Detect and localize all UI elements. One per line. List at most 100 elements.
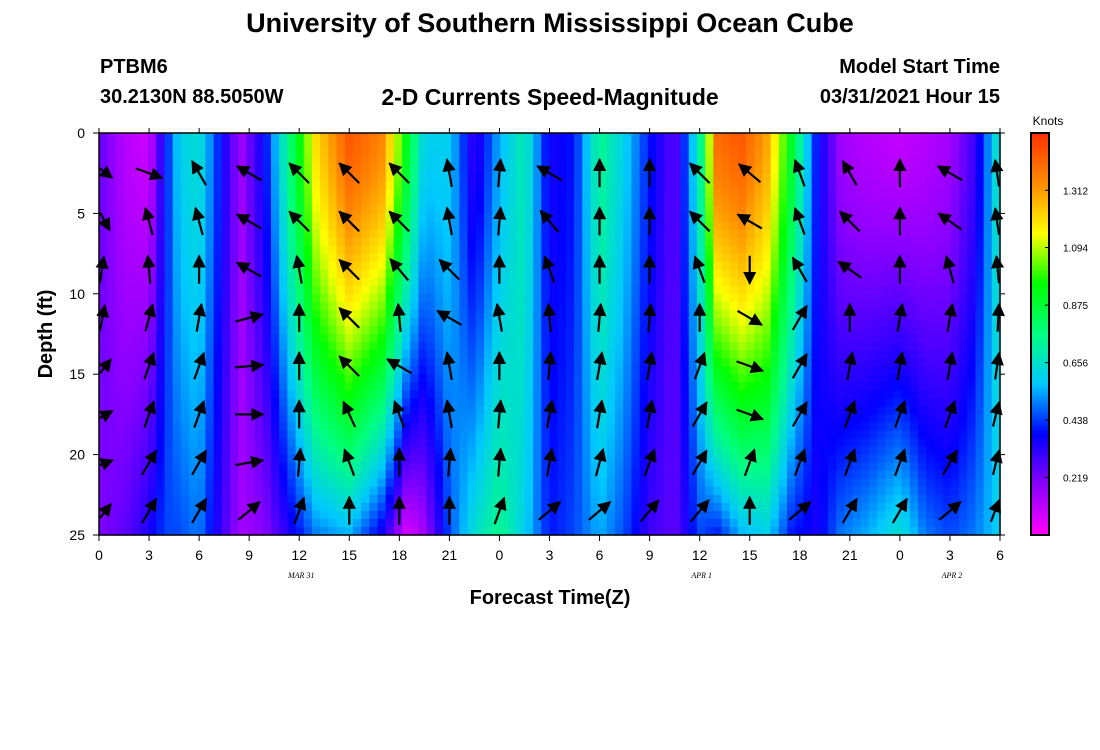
heatmap-cell: [221, 165, 231, 174]
heatmap-cell: [655, 398, 665, 407]
heatmap-cell: [737, 221, 747, 231]
heatmap-cell: [811, 414, 821, 424]
heatmap-cell: [107, 390, 116, 399]
heatmap-cell: [434, 438, 444, 448]
heatmap-cell: [385, 141, 395, 150]
heatmap-cell: [680, 366, 690, 375]
heatmap-cell: [533, 189, 542, 198]
heatmap-cell: [655, 285, 665, 295]
heatmap-cell: [549, 510, 559, 520]
heatmap-cell: [254, 261, 264, 271]
heatmap-cell: [434, 221, 444, 231]
heatmap-cell: [549, 366, 559, 375]
heatmap-cell: [377, 502, 387, 512]
heatmap-cell: [795, 414, 805, 424]
heatmap-cell: [99, 446, 108, 456]
heatmap-cell: [369, 526, 379, 536]
heatmap-cell: [426, 454, 436, 464]
heatmap-cell: [369, 133, 379, 142]
heatmap-cell: [598, 382, 608, 391]
heatmap-cell: [639, 213, 649, 223]
heatmap-cell: [631, 446, 641, 456]
heatmap-cell: [328, 366, 338, 375]
heatmap-cell: [688, 454, 698, 464]
heatmap-cell: [852, 133, 862, 142]
heatmap-cell: [696, 141, 706, 150]
heatmap-cell: [246, 253, 256, 263]
heatmap-cell: [361, 374, 370, 383]
heatmap-cell: [737, 173, 747, 182]
heatmap-cell: [524, 462, 534, 472]
heatmap-cell: [549, 422, 559, 432]
heatmap-cell: [844, 510, 854, 520]
heatmap-cell: [590, 430, 600, 440]
heatmap-cell: [746, 237, 755, 247]
heatmap-cell: [303, 502, 313, 512]
heatmap-cell: [852, 141, 862, 150]
heatmap-cell: [877, 358, 886, 367]
heatmap-cell: [475, 293, 485, 303]
heatmap-cell: [795, 189, 805, 198]
heatmap-cell: [877, 141, 886, 150]
heatmap-cell: [320, 478, 329, 488]
heatmap-cell: [516, 366, 526, 375]
heatmap-cell: [393, 141, 403, 150]
heatmap-cell: [729, 518, 739, 528]
heatmap-cell: [909, 334, 919, 343]
heatmap-cell: [565, 309, 575, 319]
heatmap-cell: [328, 422, 338, 432]
heatmap-cell: [533, 430, 542, 440]
heatmap-cell: [655, 494, 665, 504]
heatmap-cell: [852, 382, 862, 391]
heatmap-cell: [443, 510, 452, 520]
heatmap-cell: [246, 526, 256, 536]
heatmap-cell: [557, 358, 567, 367]
heatmap-cell: [246, 269, 256, 279]
heatmap-cell: [172, 325, 182, 335]
heatmap-cell: [901, 141, 911, 150]
heatmap-cell: [189, 301, 198, 311]
heatmap-cell: [762, 269, 772, 279]
heatmap-cell: [754, 213, 764, 223]
heatmap-cell: [860, 510, 870, 520]
heatmap-cell: [459, 382, 469, 391]
heatmap-cell: [131, 358, 141, 367]
heatmap-cell: [287, 438, 297, 448]
heatmap-cell: [803, 374, 813, 383]
heatmap-cell: [483, 462, 493, 472]
heatmap-cell: [189, 173, 198, 182]
heatmap-cell: [639, 494, 649, 504]
heatmap-cell: [844, 518, 854, 528]
heatmap-cell: [246, 141, 256, 150]
heatmap-cell: [320, 382, 329, 391]
heatmap-cell: [836, 406, 845, 415]
heatmap-cell: [615, 261, 624, 271]
heatmap-cell: [868, 205, 878, 214]
heatmap-cell: [655, 205, 665, 214]
heatmap-cell: [901, 261, 911, 271]
heatmap-cell: [377, 253, 387, 263]
heatmap-cell: [205, 526, 215, 536]
heatmap-cell: [459, 189, 469, 198]
heatmap-cell: [164, 342, 174, 351]
heatmap-cell: [385, 301, 395, 311]
heatmap-cell: [213, 157, 223, 166]
heatmap-cell: [238, 454, 248, 464]
heatmap-cell: [385, 510, 395, 520]
heatmap-cell: [459, 285, 469, 295]
heatmap-cell: [115, 261, 125, 271]
heatmap-cell: [426, 334, 436, 343]
heatmap-cell: [787, 245, 796, 255]
heatmap-cell: [254, 293, 264, 303]
heatmap-cell: [418, 446, 428, 456]
heatmap-cell: [131, 414, 141, 424]
heatmap-cell: [877, 165, 886, 174]
heatmap-cell: [721, 325, 731, 335]
heatmap-cell: [549, 301, 559, 311]
heatmap-cell: [230, 157, 239, 166]
heatmap-cell: [377, 358, 387, 367]
heatmap-cell: [606, 293, 616, 303]
heatmap-cell: [860, 502, 870, 512]
heatmap-cell: [664, 325, 673, 335]
heatmap-cell: [279, 157, 288, 166]
